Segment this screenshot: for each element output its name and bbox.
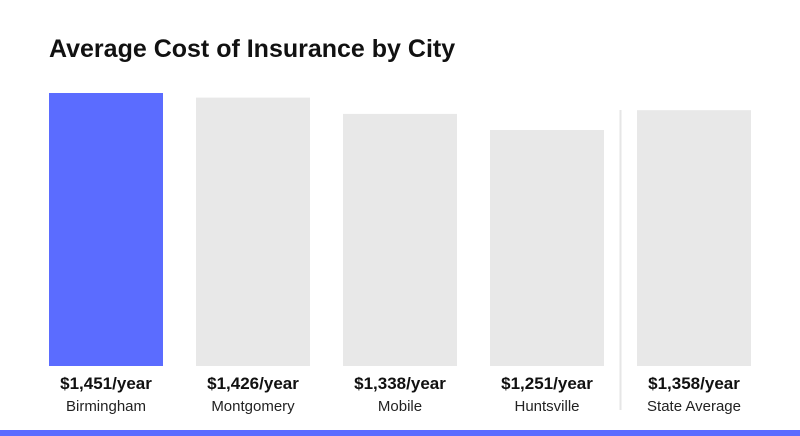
- bar-birmingham: [49, 93, 163, 366]
- category-label-birmingham: Birmingham: [66, 398, 146, 415]
- category-label-huntsville: Huntsville: [514, 398, 579, 415]
- bar-huntsville: [490, 130, 604, 366]
- category-label-mobile: Mobile: [378, 398, 422, 415]
- bar-montgomery: [196, 97, 310, 366]
- value-label-birmingham: $1,451/year: [60, 374, 152, 393]
- category-label-state-average: State Average: [647, 398, 741, 415]
- bar-mobile: [343, 113, 457, 366]
- chart-title: Average Cost of Insurance by City: [49, 35, 456, 63]
- value-label-state-average: $1,358/year: [648, 374, 740, 393]
- value-label-mobile: $1,338/year: [354, 374, 446, 393]
- category-label-montgomery: Montgomery: [211, 398, 295, 415]
- value-label-montgomery: $1,426/year: [207, 374, 299, 393]
- bottom-accent-bar: [0, 430, 800, 436]
- bar-state-average: [637, 110, 751, 366]
- value-label-huntsville: $1,251/year: [501, 374, 593, 393]
